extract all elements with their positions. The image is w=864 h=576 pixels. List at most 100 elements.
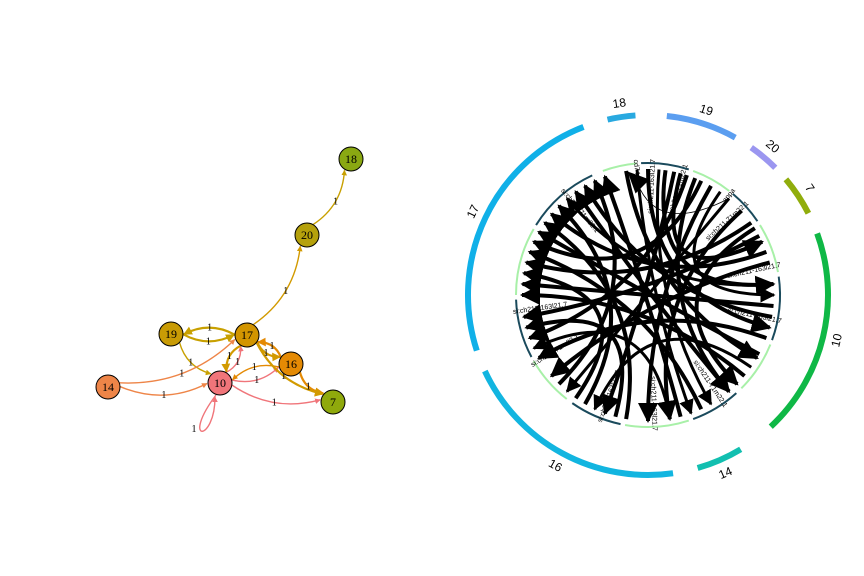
sector-20-label: 20 bbox=[763, 137, 782, 157]
gene-track-13 bbox=[535, 174, 593, 226]
node-18-circle bbox=[338, 146, 364, 172]
sector-18-track bbox=[606, 112, 636, 123]
edge-label-19-to-10: 1 bbox=[188, 358, 193, 369]
edge-20-to-18 bbox=[312, 169, 347, 226]
node-17-label: 17 bbox=[241, 328, 253, 342]
link-28 bbox=[671, 172, 765, 260]
node-20: 20 bbox=[294, 222, 320, 248]
edge-16-to-10 bbox=[232, 364, 280, 381]
gene-track-8 bbox=[624, 419, 690, 428]
gene-track-0 bbox=[602, 162, 637, 172]
edge-14-to-17 bbox=[119, 339, 236, 384]
node-16-circle bbox=[278, 351, 304, 377]
gene-track-4 bbox=[759, 224, 779, 273]
link-30 bbox=[692, 190, 776, 303]
gene-track-7 bbox=[692, 392, 737, 420]
node-10: 10 bbox=[207, 370, 233, 396]
gene-track-layer bbox=[515, 162, 781, 428]
edge-14-to-10 bbox=[119, 382, 208, 396]
link-16 bbox=[520, 285, 746, 378]
edge-10-to-7 bbox=[231, 384, 321, 405]
edge-layer bbox=[119, 169, 347, 432]
edge-label-16-to-10: 1 bbox=[252, 362, 257, 373]
sector-20-track bbox=[749, 145, 778, 170]
edge-19-to-10 bbox=[178, 342, 212, 376]
sector-10-track bbox=[768, 232, 831, 429]
edge-label-14-to-17: 1 bbox=[179, 369, 184, 380]
link-13 bbox=[537, 318, 768, 360]
gene-track-5 bbox=[771, 276, 781, 341]
sector-17-label: 17 bbox=[464, 202, 483, 220]
node-18: 18 bbox=[338, 146, 364, 172]
node-layer: 18 20 19 17 14 10 16 7 bbox=[95, 146, 364, 415]
node-19-label: 19 bbox=[165, 327, 177, 341]
edge-label-19-to-17: 1 bbox=[206, 336, 211, 347]
sector-7-track bbox=[783, 177, 812, 215]
link-23 bbox=[557, 178, 617, 386]
thin-link bbox=[637, 183, 730, 215]
edge-10-to-10 bbox=[199, 394, 218, 432]
link-34 bbox=[521, 266, 605, 400]
large-arrowhead bbox=[627, 171, 650, 194]
node-20-label: 20 bbox=[301, 228, 313, 242]
node-16-label: 16 bbox=[285, 357, 297, 371]
gene-label-0: cd74a bbox=[632, 159, 641, 179]
edge-label-16-to-7: 1 bbox=[306, 381, 311, 392]
node-10-label: 10 bbox=[214, 376, 226, 390]
link-29 bbox=[675, 177, 731, 394]
link-33 bbox=[524, 313, 625, 418]
node-16: 16 bbox=[278, 351, 304, 377]
gene-track-9 bbox=[571, 402, 621, 426]
sector-layer: 18 19 20 7 10 14 16 17 bbox=[464, 95, 845, 482]
node-17: 17 bbox=[234, 322, 260, 348]
sector-19-label: 19 bbox=[698, 101, 715, 118]
node-7-circle bbox=[320, 389, 346, 415]
link-25 bbox=[635, 169, 694, 415]
node-19-circle bbox=[158, 321, 184, 347]
link-18 bbox=[527, 248, 704, 411]
edge-19-to-17 bbox=[182, 333, 235, 343]
node-20-circle bbox=[294, 222, 320, 248]
node-14-label: 14 bbox=[102, 380, 114, 394]
edge-label-17-to-16: 1 bbox=[263, 348, 268, 359]
node-7-label: 7 bbox=[330, 395, 336, 409]
gene-track-12 bbox=[515, 228, 535, 296]
gene-label-1: si:ch211-163l21.7 bbox=[647, 159, 657, 214]
sector-18-label: 18 bbox=[612, 95, 628, 111]
edge-16-to-17 bbox=[256, 337, 282, 358]
gene-track-1 bbox=[641, 162, 690, 171]
link-layer bbox=[520, 168, 776, 423]
node-14-circle bbox=[95, 374, 121, 400]
edge-label-14-to-10: 1 bbox=[161, 390, 166, 401]
node-7: 7 bbox=[320, 389, 346, 415]
link-31 bbox=[656, 209, 743, 422]
gene-track-10 bbox=[532, 360, 568, 400]
sector-14-label: 14 bbox=[716, 464, 734, 482]
edge-10-to-16 bbox=[231, 366, 279, 383]
link-21 bbox=[543, 221, 632, 420]
edge-17-to-7 bbox=[255, 341, 324, 397]
link-6 bbox=[524, 221, 753, 277]
sector-19-track bbox=[666, 113, 737, 141]
sector-16-track bbox=[482, 369, 674, 478]
edge-label-10-to-10: 1 bbox=[192, 424, 197, 435]
edge-17-to-10 bbox=[221, 344, 242, 373]
sector-10-label: 10 bbox=[828, 332, 845, 349]
edge-label-20-to-18: 1 bbox=[333, 196, 338, 207]
gene-track-2 bbox=[692, 170, 730, 192]
gene-track-11 bbox=[515, 299, 533, 358]
node-17-circle bbox=[234, 322, 260, 348]
sector-7-label: 7 bbox=[802, 181, 818, 195]
link-19 bbox=[601, 174, 683, 418]
gene-track-3 bbox=[732, 193, 759, 222]
node-14: 14 bbox=[95, 374, 121, 400]
edge-label-17-to-10: 1 bbox=[227, 351, 232, 362]
edge-label-17-to-20: 1 bbox=[283, 286, 288, 297]
link-32 bbox=[694, 226, 756, 386]
node-19: 19 bbox=[158, 321, 184, 347]
gene-track-6 bbox=[740, 344, 772, 390]
node-18-label: 18 bbox=[345, 152, 357, 166]
sector-14-track bbox=[696, 446, 743, 471]
